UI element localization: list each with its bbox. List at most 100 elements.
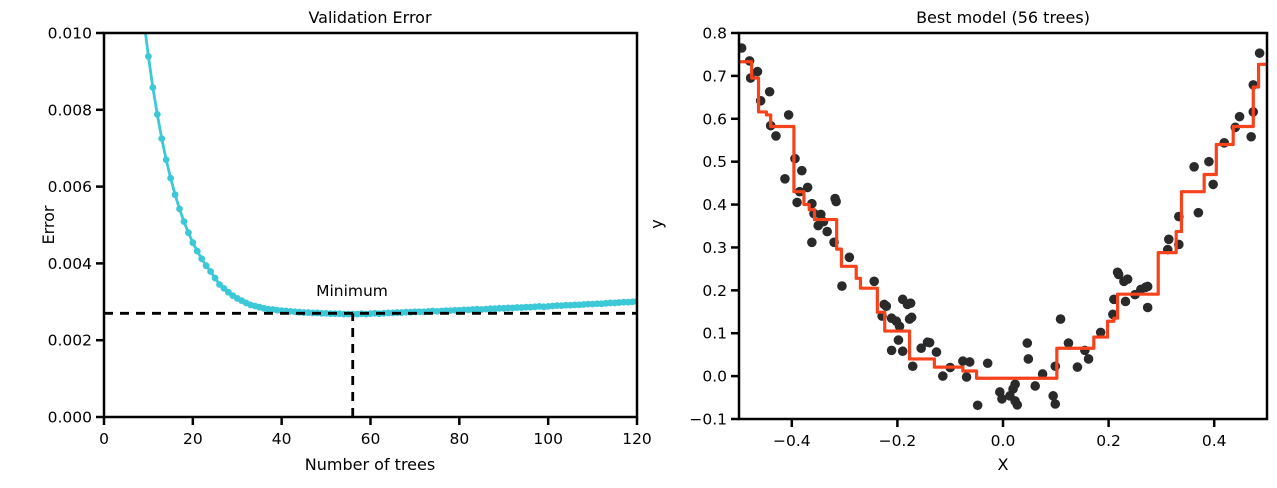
y-tick-label: 0.0 xyxy=(702,368,727,386)
x-tick-label: 60 xyxy=(361,430,381,448)
curve-marker xyxy=(202,262,210,270)
right-xaxis-label: X xyxy=(998,455,1009,474)
scatter-point xyxy=(780,174,790,184)
scatter-point xyxy=(1113,269,1124,280)
scatter-point xyxy=(1083,354,1094,364)
best-model-plot-area: −0.4 −0.2 0.0 0.2 0.4 −0.1 0.0 0.1 0.2 0.3 0.4 0.5 0… xyxy=(689,25,1269,450)
scatter-point xyxy=(1120,296,1131,307)
scatter-point xyxy=(916,343,926,354)
scatter-point xyxy=(905,298,916,309)
curve-marker xyxy=(171,191,179,199)
scatter-point xyxy=(1142,302,1153,313)
scatter-point xyxy=(869,276,879,287)
scatter-point xyxy=(1072,362,1083,372)
curve-marker xyxy=(220,284,228,292)
curve-marker xyxy=(167,174,175,182)
curve-marker xyxy=(642,297,649,304)
plot-border xyxy=(737,31,1269,421)
scatter-point xyxy=(907,361,918,372)
curve-marker xyxy=(145,53,152,60)
scatter-point xyxy=(1048,391,1058,401)
y-tick-label: 0.4 xyxy=(702,196,727,214)
scatter-point xyxy=(881,301,892,312)
scatter-point xyxy=(797,165,807,176)
scatter-point xyxy=(792,197,802,208)
scatter-point xyxy=(886,345,897,356)
curve-marker xyxy=(180,218,188,225)
x-tick-label: 80 xyxy=(449,430,469,448)
y-tick-label: 0.004 xyxy=(48,255,92,273)
scatter-point xyxy=(1246,131,1256,142)
scatter-point xyxy=(1095,327,1106,338)
scatter-point xyxy=(1055,314,1066,324)
x-tick-label: 0.4 xyxy=(1202,432,1227,450)
scatter-point xyxy=(894,321,905,332)
x-tick-label: 120 xyxy=(622,430,652,448)
scatter-point xyxy=(831,196,841,207)
curve-marker xyxy=(198,255,206,263)
plot-border xyxy=(102,31,639,419)
right-yaxis-label: y xyxy=(647,219,666,228)
best-model-chart: −0.4 −0.2 0.0 0.2 0.4 −0.1 0.0 0.1 0.2 0.3 0.4 0.5 0… xyxy=(647,8,1269,474)
scatter-point xyxy=(837,281,847,291)
scatter-point xyxy=(1030,381,1041,391)
scatter-point xyxy=(897,346,908,357)
scatter-point xyxy=(822,226,832,237)
scatter-point xyxy=(783,110,794,120)
curve-marker xyxy=(638,298,645,305)
scatter-point xyxy=(961,372,972,382)
left-chart-title: Validation Error xyxy=(308,8,432,27)
curve-marker xyxy=(211,274,219,282)
scatter-point xyxy=(807,237,817,248)
scatter-point xyxy=(1037,369,1048,379)
scatter-point xyxy=(1063,338,1074,348)
scatter-point xyxy=(1012,400,1023,410)
y-tick-label: 0.8 xyxy=(702,25,727,43)
curve-marker xyxy=(162,156,170,164)
y-tick-label: 0.010 xyxy=(48,25,92,43)
x-tick-label: −0.4 xyxy=(773,432,811,450)
scatter-point xyxy=(1234,111,1245,122)
y-tick-label: 0.7 xyxy=(702,67,727,85)
scatter-point xyxy=(1022,338,1033,348)
curve-marker xyxy=(216,281,223,288)
scatter-point xyxy=(764,86,775,97)
scatter-point xyxy=(1219,137,1230,148)
scatter-point xyxy=(906,312,917,323)
y-tick-label: 0.5 xyxy=(702,153,727,171)
curve-marker xyxy=(176,205,183,213)
scatter-point xyxy=(844,252,855,263)
scatter-point xyxy=(802,182,813,193)
scatter-point xyxy=(1189,162,1199,172)
prediction-step-line xyxy=(739,60,1267,380)
validation-error-plot-area: 0 20 40 60 80 100 120 0.000 0.002 0.004 0.006 0.008… xyxy=(48,25,652,449)
x-tick-label: −0.2 xyxy=(879,432,917,450)
scatter-point xyxy=(752,66,763,77)
scatter-point xyxy=(1193,207,1204,218)
scatter-point xyxy=(1023,354,1034,364)
scatter-point xyxy=(964,357,975,367)
scatter-point xyxy=(997,394,1007,404)
scatter-point xyxy=(931,347,942,357)
x-tick-label: 40 xyxy=(272,430,292,448)
right-chart-title: Best model (56 trees) xyxy=(916,8,1090,27)
scatter-point xyxy=(1254,48,1265,58)
y-tick-label: −0.1 xyxy=(689,411,727,429)
curve-marker xyxy=(184,229,192,237)
scatter-point xyxy=(1204,156,1214,167)
x-tick-label: 20 xyxy=(183,430,203,448)
x-tick-label: 100 xyxy=(533,430,563,448)
scatter-point xyxy=(893,335,904,345)
scatter-point xyxy=(972,400,983,411)
y-tick-label: 0.2 xyxy=(702,282,727,300)
scatter-point xyxy=(1050,399,1061,409)
scatter-point xyxy=(938,371,948,381)
y-tick-label: 0.006 xyxy=(48,178,92,196)
y-tick-label: 0.002 xyxy=(48,332,92,350)
curve-marker xyxy=(158,135,166,143)
scatter-point xyxy=(1122,274,1133,284)
curve-marker xyxy=(149,84,157,91)
scatter-point xyxy=(1163,234,1174,245)
